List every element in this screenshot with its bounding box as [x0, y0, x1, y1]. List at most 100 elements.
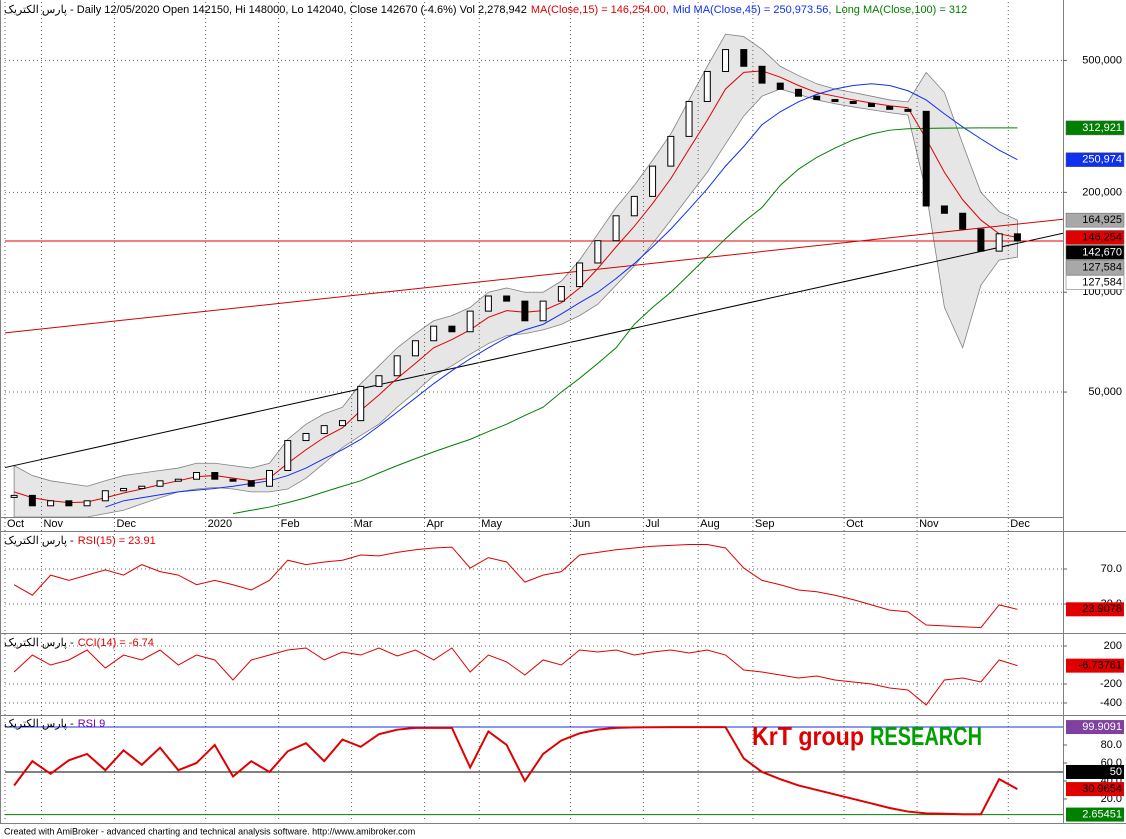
candle: [685, 100, 693, 137]
level-label: -6.73761: [1079, 660, 1122, 672]
y-tick-label: 70.0: [1101, 563, 1122, 575]
indicator-line: [13, 726, 1018, 816]
candle: [1013, 233, 1021, 242]
trendline: [4, 232, 1063, 469]
title-part: CCI(14) = -6.74: [78, 637, 154, 649]
y-tick-label: 200: [1104, 640, 1122, 652]
x-tick-label: May: [481, 518, 502, 530]
candle: [393, 355, 401, 377]
candle: [65, 500, 73, 507]
price-label-box: [1065, 120, 1125, 136]
candle: [940, 205, 948, 214]
candle: [649, 165, 657, 197]
candle: [229, 478, 237, 482]
level-box: [1066, 720, 1124, 735]
candle: [849, 100, 857, 104]
candle: [138, 485, 146, 489]
candle: [320, 425, 328, 434]
candle: [503, 295, 511, 302]
candle: [411, 340, 419, 357]
candle: [211, 472, 219, 480]
plot-area: [5, 726, 1063, 816]
candle: [995, 233, 1003, 252]
level-label: 50: [1110, 766, 1122, 778]
candle: [302, 432, 310, 442]
pane-title: پارس الکتریک - CCI(14) = -6.74: [4, 637, 154, 649]
title-part: RSI 9: [78, 718, 106, 730]
price-label: 142,670: [1082, 246, 1122, 258]
moving-average: [232, 127, 1018, 515]
price-label: 127,584: [1082, 261, 1122, 273]
plot-area: [5, 645, 1063, 706]
price-label-box: [1065, 152, 1125, 167]
price-label: 146,254: [1082, 231, 1122, 243]
candle: [338, 420, 346, 427]
candle: [484, 295, 492, 312]
plot-area: [4, 33, 1063, 517]
candle: [703, 70, 711, 102]
y-tick-label: 200,000: [1082, 186, 1122, 198]
level-box: [1066, 807, 1124, 822]
candle: [831, 99, 839, 103]
pane-title: پارس الکتریک - RSI(15) = 23.91: [4, 535, 156, 547]
candle: [959, 212, 967, 230]
title-part: RSI(15) = 23.91: [78, 535, 156, 547]
candle: [630, 195, 638, 217]
candle: [977, 228, 985, 252]
x-tick-label: Feb: [281, 518, 300, 530]
candle: [904, 108, 912, 112]
x-tick-label: Oct: [7, 518, 24, 530]
candle: [576, 262, 584, 288]
candle: [886, 106, 894, 110]
price-label: 127,584: [1082, 276, 1122, 288]
price-label-box: [1065, 245, 1125, 260]
candle: [722, 49, 730, 72]
footer: Created with AmiBroker - advanced charti…: [4, 826, 415, 836]
candle: [813, 95, 821, 101]
candle: [776, 82, 784, 90]
candle: [740, 49, 748, 67]
title-part: پارس الکتریک -: [4, 637, 74, 649]
candle: [466, 310, 474, 333]
level-label: 2.65451: [1082, 808, 1122, 820]
y-tick-label: 50,000: [1088, 386, 1122, 398]
candle: [174, 478, 182, 482]
moving-average: [105, 83, 1018, 508]
x-tick-label: Mar: [354, 518, 373, 530]
candle: [758, 65, 766, 84]
watermark: RESEARCH: [870, 721, 982, 751]
title-part: پارس الکتریک -: [4, 718, 74, 730]
level-box: [1066, 602, 1124, 617]
y-tick-label: -400: [1100, 697, 1122, 709]
x-tick-label: Aug: [700, 518, 720, 530]
candle: [430, 325, 438, 342]
x-tick-label: Nov: [919, 518, 939, 530]
candle: [247, 480, 255, 487]
x-tick-label: Dec: [116, 518, 136, 530]
candle: [28, 494, 36, 507]
level-box: [1066, 764, 1124, 779]
price-label-box: [1065, 212, 1125, 228]
price-label: 250,974: [1082, 154, 1122, 166]
candle: [83, 500, 91, 507]
price-label-box: [1065, 260, 1125, 275]
candle: [922, 110, 930, 207]
candle: [101, 490, 109, 502]
candle: [193, 472, 201, 480]
y-tick-label: 500,000: [1082, 54, 1122, 66]
candle: [867, 102, 875, 108]
candle: [667, 135, 675, 167]
candle: [448, 325, 456, 333]
candle: [612, 215, 620, 242]
candle: [266, 470, 273, 487]
price-label: 164,925: [1082, 214, 1122, 226]
y-tick-label: 80.0: [1101, 739, 1122, 751]
title-part: Mid MA(Close,45) = 250,973.56,: [673, 4, 832, 16]
candle: [557, 286, 565, 302]
indicator-line: [13, 543, 1018, 629]
watermark: KrT group: [752, 721, 864, 751]
x-tick-label: Jun: [572, 518, 590, 530]
y-tick-label: -200: [1100, 678, 1122, 690]
